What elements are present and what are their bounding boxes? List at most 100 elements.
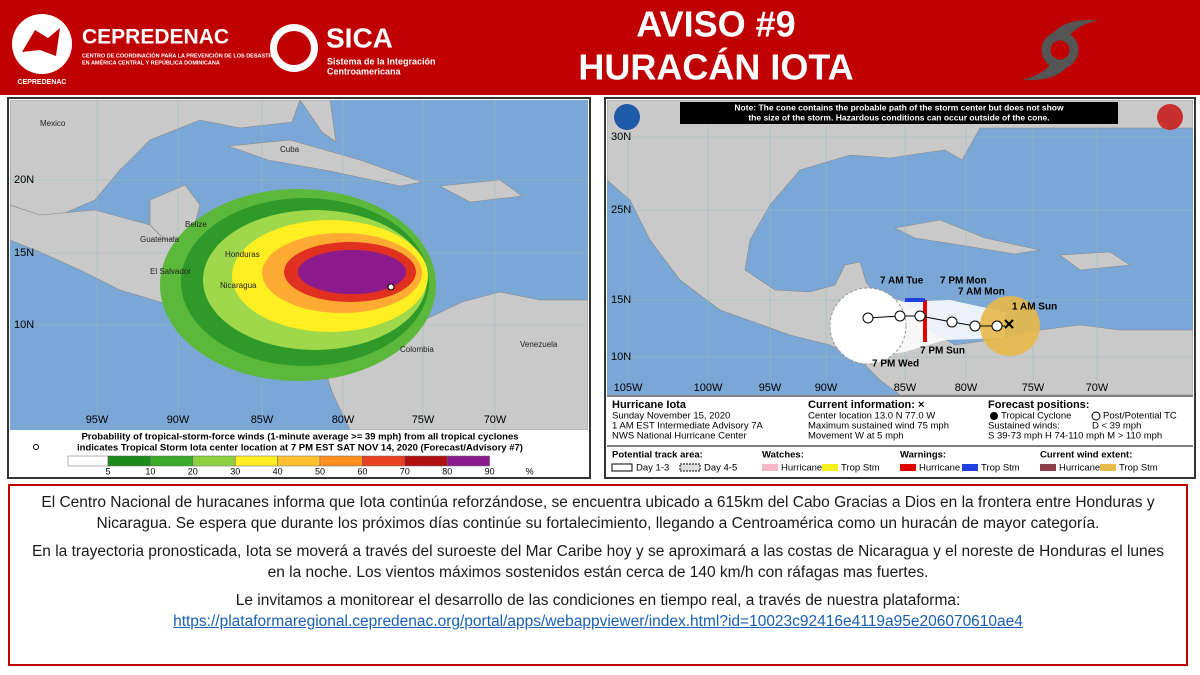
legend: Current wind extent: bbox=[1040, 450, 1132, 461]
scale-label: 90 bbox=[485, 466, 495, 476]
caption: Probability of tropical-storm-force wind… bbox=[81, 432, 518, 443]
lat-label: 15N bbox=[14, 247, 34, 259]
lon-label: 105W bbox=[614, 382, 643, 394]
scale-label: 80 bbox=[442, 466, 452, 476]
legend-dot bbox=[1091, 411, 1101, 421]
noaa-logo bbox=[614, 104, 640, 130]
lon-label: 85W bbox=[894, 382, 917, 394]
legend: Hurricane bbox=[1059, 463, 1100, 474]
lat-label: 25N bbox=[611, 204, 631, 216]
lon-label: 80W bbox=[332, 414, 355, 426]
legend: Day 4-5 bbox=[704, 463, 737, 474]
scale-swatch bbox=[67, 455, 109, 467]
logo-caption: CEPREDENAC bbox=[17, 79, 66, 86]
scale-swatch bbox=[446, 455, 490, 467]
track-point bbox=[969, 320, 981, 332]
legend-swatch bbox=[962, 464, 978, 471]
lat-label: 20N bbox=[14, 174, 34, 186]
legend-swatch bbox=[1100, 464, 1116, 471]
sica-logo-inner bbox=[277, 31, 311, 65]
track-point bbox=[914, 310, 926, 322]
track-point bbox=[946, 316, 958, 328]
lon-label: 70W bbox=[1086, 382, 1109, 394]
title-line-1: AVISO #9 bbox=[636, 4, 795, 45]
info: Tropical Cyclone bbox=[1001, 411, 1071, 422]
lat-label: 30N bbox=[611, 131, 631, 143]
hurricane-symbol bbox=[1022, 19, 1098, 81]
info: NWS National Hurricane Center bbox=[612, 431, 747, 442]
legend-swatch bbox=[822, 464, 838, 471]
graphic: CEPREDENAC CEPREDENAC CENTRO DE COORDINA… bbox=[0, 0, 1200, 479]
land bbox=[1059, 251, 1131, 271]
legend-swatch bbox=[900, 464, 916, 471]
scale-label: 20 bbox=[188, 466, 198, 476]
lat-label: 10N bbox=[14, 319, 34, 331]
land bbox=[227, 139, 424, 187]
scale-label: 5 bbox=[105, 466, 110, 476]
legend: Potential track area: bbox=[612, 450, 703, 461]
info: S 39-73 mph H 74-110 mph M > 110 mph bbox=[988, 431, 1162, 442]
place-label: Guatemala bbox=[140, 235, 180, 244]
scale-swatch bbox=[150, 455, 194, 467]
legend: Trop Stm bbox=[981, 463, 1020, 474]
lat-label: 15N bbox=[611, 294, 631, 306]
header-band bbox=[0, 0, 1200, 95]
track-point bbox=[894, 310, 906, 322]
scale-swatch bbox=[234, 455, 278, 467]
place-label: Honduras bbox=[225, 250, 260, 259]
legend-swatch bbox=[762, 464, 778, 471]
place-label: El Salvador bbox=[150, 267, 191, 276]
caption-marker bbox=[33, 444, 39, 450]
info: Sustained winds: bbox=[988, 421, 1060, 432]
scale-swatch bbox=[107, 455, 151, 467]
track-label: 7 PM Wed bbox=[872, 359, 919, 370]
track-label: 7 AM Mon bbox=[958, 287, 1005, 298]
place-label: Colombia bbox=[400, 345, 434, 354]
land bbox=[894, 219, 1041, 255]
lon-label: 75W bbox=[412, 414, 435, 426]
land bbox=[438, 179, 523, 203]
note: the size of the storm. Hazardous conditi… bbox=[748, 112, 1049, 122]
cone-day45 bbox=[829, 287, 907, 365]
storm-center bbox=[387, 283, 395, 291]
scale-label: 40 bbox=[273, 466, 283, 476]
lon-label: 95W bbox=[86, 414, 109, 426]
scale-label: 60 bbox=[357, 466, 367, 476]
legend-swatch bbox=[611, 463, 633, 472]
info: D < 39 mph bbox=[1092, 421, 1141, 432]
info: Current information: × bbox=[808, 399, 924, 411]
platform-link[interactable]: https://plataformaregional.cepredenac.or… bbox=[173, 613, 1023, 630]
org2-sub: Centroamericana bbox=[327, 66, 402, 76]
lon-label: 90W bbox=[167, 414, 190, 426]
title-line-2: HURACÁN IOTA bbox=[578, 47, 853, 88]
legend: Warnings: bbox=[900, 450, 946, 461]
legend: Watches: bbox=[762, 450, 804, 461]
scale-swatch bbox=[277, 455, 321, 467]
land bbox=[299, 100, 337, 143]
prob-zone bbox=[298, 250, 406, 294]
lon-label: 95W bbox=[759, 382, 782, 394]
scale-label: 70 bbox=[400, 466, 410, 476]
bulletin-text: El Centro Nacional de huracanes informa … bbox=[8, 484, 1188, 666]
info: Hurricane Iota bbox=[612, 399, 687, 411]
info: Maximum sustained wind 75 mph bbox=[808, 421, 949, 432]
place-label: Mexico bbox=[40, 119, 66, 128]
info: Center location 13.0 N 77.0 W bbox=[808, 411, 935, 422]
logo-map bbox=[22, 28, 60, 56]
legend: Hurricane bbox=[781, 463, 822, 474]
scale-unit: % bbox=[526, 466, 534, 476]
org2-sub: Sistema de la Integración bbox=[327, 56, 436, 66]
scale-label: 30 bbox=[230, 466, 240, 476]
track-label: 7 PM Mon bbox=[940, 276, 987, 287]
legend-swatch bbox=[679, 463, 701, 472]
place-label: Belize bbox=[185, 220, 207, 229]
info: Movement W at 5 mph bbox=[808, 431, 904, 442]
legend: Trop Stm bbox=[841, 463, 880, 474]
scale-swatch bbox=[362, 455, 406, 467]
track-label: 7 PM Sun bbox=[920, 346, 965, 357]
legend: Hurricane bbox=[919, 463, 960, 474]
lat-label: 10N bbox=[611, 351, 631, 363]
scale-swatch bbox=[404, 455, 448, 467]
track-point bbox=[862, 312, 874, 324]
